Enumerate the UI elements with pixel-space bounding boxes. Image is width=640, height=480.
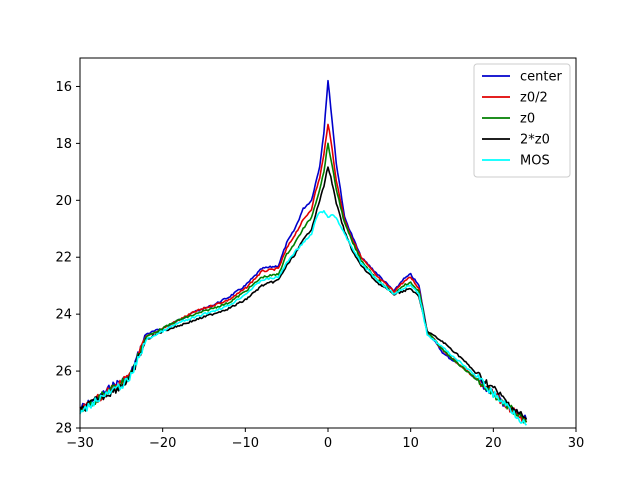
series-line-center	[79, 79, 528, 420]
x-tick-label: −30	[66, 436, 93, 451]
legend: center z0/2 z0 2*z0 MOS	[473, 63, 571, 178]
x-tick-label: −10	[232, 436, 259, 451]
y-tick-label: 18	[55, 137, 72, 152]
legend-label: MOS	[520, 154, 550, 169]
series-line-mos	[79, 210, 528, 426]
y-axis: 16 18 20 22 24 26 28	[55, 80, 80, 437]
x-tick-label: 0	[324, 436, 332, 451]
x-axis: −30 −20 −10 0 10 20 30	[66, 428, 584, 451]
legend-label: z0/2	[520, 91, 548, 106]
x-tick-label: 30	[568, 436, 585, 451]
y-tick-label: 26	[55, 365, 72, 380]
legend-label: center	[520, 70, 562, 85]
series-layer	[79, 79, 528, 426]
x-tick-label: 20	[485, 436, 502, 451]
y-tick-label: 16	[55, 80, 72, 95]
series-line-z0	[79, 142, 528, 424]
y-tick-label: 24	[55, 308, 72, 323]
x-tick-label: 10	[402, 436, 419, 451]
legend-label: 2*z0	[520, 133, 550, 148]
legend-box	[473, 63, 571, 178]
y-tick-label: 22	[55, 251, 72, 266]
y-tick-label: 20	[55, 194, 72, 209]
legend-label: z0	[520, 112, 535, 127]
x-tick-label: −20	[149, 436, 176, 451]
y-tick-label: 28	[55, 422, 72, 437]
